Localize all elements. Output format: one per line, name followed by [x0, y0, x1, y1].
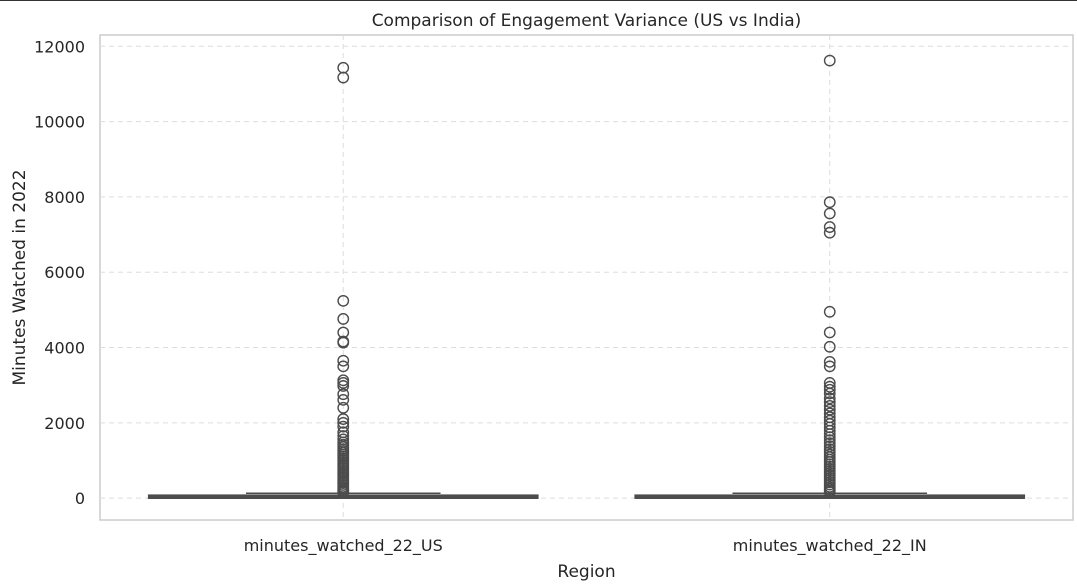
outlier-point [823, 355, 836, 368]
outlier-point [337, 354, 350, 367]
outlier-point [823, 387, 836, 400]
outlier-point [337, 393, 350, 406]
y-tick-label: 0 [75, 489, 85, 508]
outlier-point [823, 305, 836, 318]
y-axis-label: Minutes Watched in 2022 [10, 169, 30, 385]
y-tick-label: 4000 [44, 339, 85, 358]
outlier-point [337, 294, 350, 307]
outlier-point [337, 360, 350, 373]
y-tick-label: 10000 [34, 113, 85, 132]
x-tick-label: minutes_watched_22_IN [733, 536, 927, 556]
outlier-point [337, 416, 350, 429]
outlier-point [337, 388, 350, 401]
outlier-point [823, 434, 836, 447]
y-tick-label: 8000 [44, 188, 85, 207]
outlier-point [823, 207, 836, 220]
outlier-point [823, 326, 836, 339]
outlier-point [823, 396, 836, 409]
outlier-point [337, 420, 350, 433]
outlier-point [337, 380, 350, 392]
x-tick-label: minutes_watched_22_US [244, 536, 443, 556]
y-tick-label: 2000 [44, 414, 85, 433]
outlier-point [337, 313, 350, 325]
y-tick-label: 6000 [44, 263, 85, 282]
outlier-point [823, 431, 836, 444]
y-tick-label: 12000 [34, 37, 85, 56]
outlier-point [823, 428, 836, 441]
outlier-point [823, 485, 836, 498]
outlier-point [337, 336, 350, 349]
x-axis-ticks: minutes_watched_22_US minutes_watched_22_… [244, 536, 927, 556]
outlier-point [823, 196, 836, 209]
boxes-layer [147, 54, 1026, 499]
outlier-point [823, 392, 836, 405]
outlier-point [823, 383, 836, 396]
plot-area [99, 34, 1074, 521]
outlier-point [337, 401, 350, 414]
outlier-point [337, 413, 350, 425]
outlier-point [337, 71, 350, 84]
outlier-point [823, 380, 836, 393]
outlier-point [823, 437, 836, 450]
window-top-border [0, 0, 1077, 1]
outlier-point [823, 226, 836, 239]
outlier-point [337, 486, 350, 499]
outlier-point [823, 400, 836, 412]
chart-title: Comparison of Engagement Variance (US vs… [372, 11, 802, 31]
outlier-point [823, 54, 836, 67]
outlier-point [823, 424, 836, 437]
x-axis-label: Region [557, 562, 615, 582]
outlier-point [823, 221, 836, 233]
outlier-point [823, 360, 836, 373]
y-axis-ticks: 0 2000 4000 6000 8000 10000 12000 [34, 37, 85, 508]
outlier-point [823, 340, 836, 353]
box-group [147, 61, 539, 499]
box-group [634, 54, 1026, 499]
outlier-point [337, 377, 350, 389]
